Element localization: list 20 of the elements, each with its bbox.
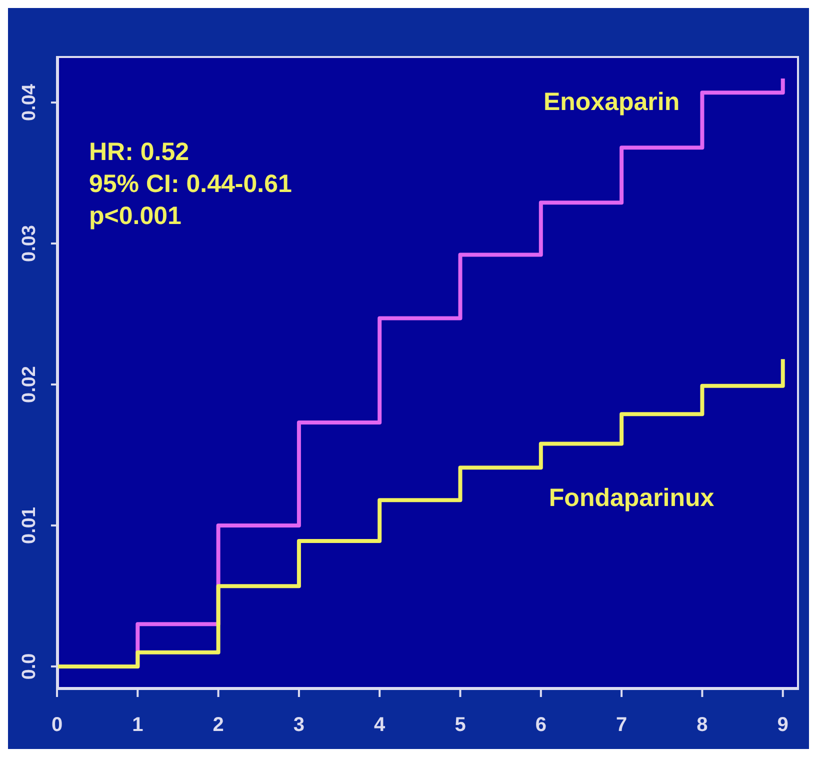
x-tick-label: 0	[51, 714, 63, 736]
series-label: Fondaparinux	[548, 484, 714, 514]
x-tick-label: 9	[777, 714, 788, 736]
annotation: p<0.001	[89, 201, 182, 232]
y-tick-label: 0.02	[19, 366, 40, 403]
x-tick-label: 6	[535, 714, 546, 736]
x-tick-label: 5	[454, 714, 466, 736]
x-tick-label: 3	[293, 714, 305, 736]
x-tick-label: 4	[374, 714, 386, 736]
x-tick-label: 2	[212, 714, 224, 736]
x-tick-label: 8	[696, 714, 708, 736]
annotation: 95% CI: 0.44-0.61	[89, 169, 292, 200]
x-tick-label: 1	[132, 714, 144, 736]
y-tick-label: 0.03	[19, 225, 40, 262]
y-tick-label: 0.01	[19, 506, 40, 544]
x-tick-label: 7	[616, 714, 628, 736]
series-label: Enoxaparin	[543, 88, 680, 117]
y-tick-label: 0.04	[19, 84, 40, 122]
y-tick-label: 0.0	[19, 653, 40, 680]
annotation: HR: 0.52	[89, 137, 190, 168]
